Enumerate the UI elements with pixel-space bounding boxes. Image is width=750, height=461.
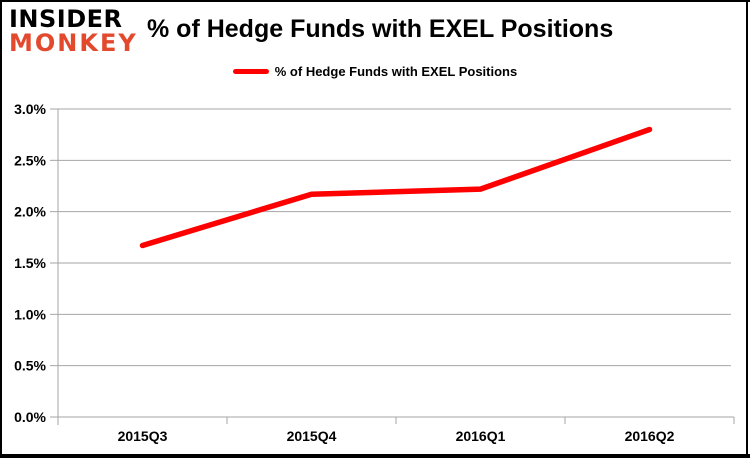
x-tick-label: 2015Q3 xyxy=(118,428,168,444)
frame-border-right xyxy=(746,0,748,458)
y-tick-label: 1.0% xyxy=(14,306,46,322)
logo-word-monkey: MONKEY xyxy=(9,29,138,57)
series-line xyxy=(139,126,653,249)
x-tick-label: 2016Q1 xyxy=(456,428,506,444)
chart-legend: % of Hedge Funds with EXEL Positions xyxy=(0,64,750,79)
frame-border-bottom xyxy=(0,454,750,458)
frame-border-top xyxy=(0,0,750,2)
x-tick-label: 2016Q2 xyxy=(625,428,675,444)
y-tick-label: 1.5% xyxy=(14,255,46,271)
y-tick-label: 3.0% xyxy=(14,101,46,117)
y-tick-label: 2.0% xyxy=(14,204,46,220)
chart-title: % of Hedge Funds with EXEL Positions xyxy=(147,15,614,43)
legend-label: % of Hedge Funds with EXEL Positions xyxy=(274,64,518,79)
logo-word-insider: INSIDER xyxy=(9,5,123,33)
legend-line-swatch xyxy=(232,69,269,74)
insider-monkey-logo: INSIDER MONKEY xyxy=(9,7,138,55)
y-tick-label: 2.5% xyxy=(14,152,46,168)
x-tick-label: 2015Q4 xyxy=(287,428,337,444)
y-tick-label: 0.0% xyxy=(14,409,46,425)
y-tick-label: 0.5% xyxy=(14,358,46,374)
line-chart: 0.0% 0.5% 1.0% 1.5% 2.0% 2.5% 3.0% 2015Q3 2015Q4… xyxy=(14,101,735,444)
frame-border-left xyxy=(0,0,2,458)
